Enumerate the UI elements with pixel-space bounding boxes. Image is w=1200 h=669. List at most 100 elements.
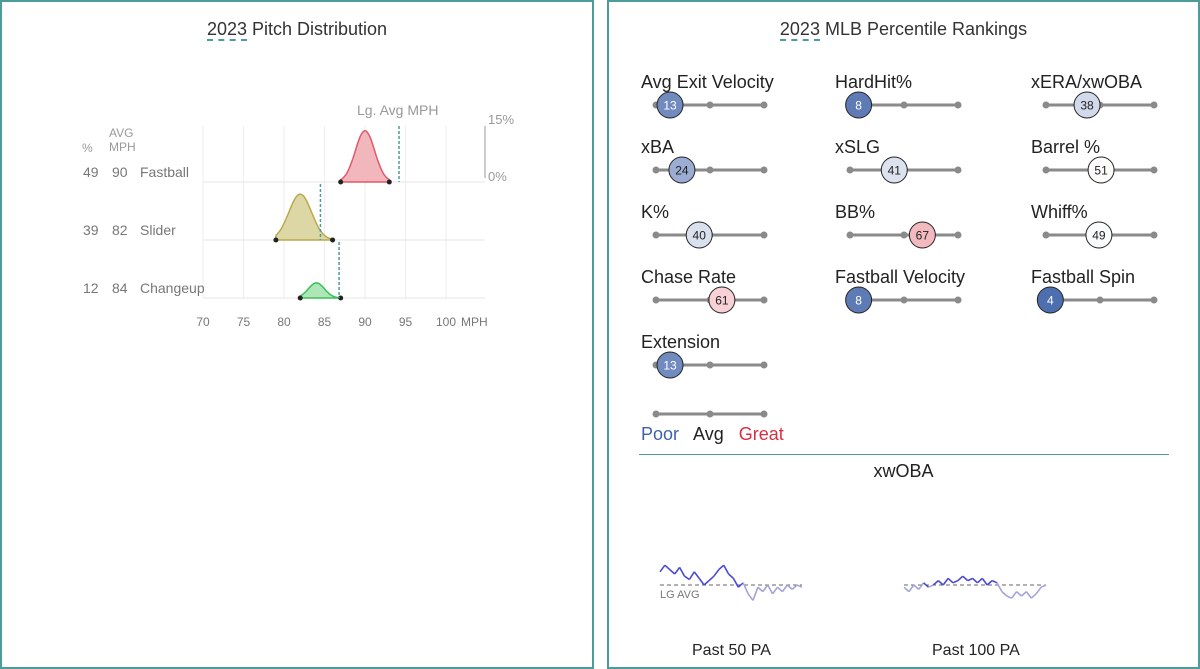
- slider-tick: [706, 410, 714, 418]
- pitch-avg-mph: 82: [112, 222, 128, 238]
- title-year[interactable]: 2023: [779, 19, 820, 41]
- pitch-pct: 39: [83, 222, 99, 238]
- xwoba-segment: [757, 586, 764, 593]
- percentile-marker[interactable]: [845, 286, 873, 314]
- range-max-dot: [386, 179, 392, 185]
- scale-top-label: 15%: [488, 112, 514, 127]
- metric-slider: 49: [1042, 221, 1158, 249]
- metric-label: Chase Rate: [641, 267, 737, 287]
- legend-avg: Avg: [693, 424, 724, 444]
- pitch-distribution-panel: 2023 Pitch Distribution % AVG MPH Lg. Av…: [0, 0, 594, 669]
- xwoba-segment: [976, 577, 983, 584]
- xwoba-segment: [703, 580, 710, 586]
- past-100-label: Past 100 PA: [932, 642, 1020, 659]
- xwoba-segment: [728, 573, 734, 579]
- percentile-value: 67: [916, 229, 930, 243]
- metric-slider: 61: [652, 286, 768, 314]
- xwoba-sparkline: [903, 575, 1047, 599]
- slider-tick: [760, 361, 768, 369]
- xwoba-segment: [723, 564, 730, 575]
- section-divider: [639, 454, 1169, 455]
- xwoba-segment: [1025, 591, 1032, 599]
- slider-tick: [760, 410, 768, 418]
- slider-tick: [652, 296, 660, 304]
- xwoba-segment: [786, 584, 793, 590]
- percentile-rankings-title: 2023 MLB Percentile Rankings: [609, 19, 1198, 41]
- xwoba-segment: [972, 577, 978, 584]
- xwoba-segment: [996, 582, 1003, 592]
- slider-tick: [1042, 231, 1050, 239]
- percentile-marker[interactable]: [708, 286, 736, 314]
- xwoba-segment: [776, 586, 783, 593]
- percentile-marker[interactable]: [656, 351, 684, 379]
- xwoba-segment: [684, 575, 690, 581]
- slider-tick: [954, 101, 962, 109]
- x-tick-label: 70: [196, 315, 210, 329]
- percentile-marker[interactable]: [908, 221, 936, 249]
- percentile-marker[interactable]: [656, 91, 684, 119]
- slider-tick: [846, 166, 854, 174]
- x-tick-label: 95: [399, 315, 413, 329]
- lg-avg-label: LG AVG: [660, 589, 700, 601]
- percentile-marker[interactable]: [845, 91, 873, 119]
- xwoba-segment: [708, 575, 715, 582]
- percentile-value: 40: [693, 229, 707, 243]
- slider-tick: [760, 101, 768, 109]
- metric-label: Avg Exit Velocity: [641, 72, 774, 92]
- percentile-legend: Poor Avg Great: [641, 424, 794, 445]
- xwoba-rolling-chart: LG AVG: [659, 564, 1047, 601]
- metric-slider: 4: [1036, 286, 1158, 314]
- xwoba-segment: [991, 579, 998, 584]
- pitch-row-slider[interactable]: 39 82 Slider: [83, 184, 485, 243]
- xwoba-segment: [752, 586, 759, 601]
- range-max-dot: [330, 237, 336, 243]
- xwoba-segment: [947, 577, 954, 584]
- percentile-marker[interactable]: [880, 156, 908, 184]
- slider-tick: [1150, 166, 1158, 174]
- xwoba-segment: [747, 593, 754, 601]
- title-text: MLB Percentile Rankings: [824, 19, 1028, 39]
- percentile-marker[interactable]: [1085, 221, 1113, 249]
- xwoba-segment: [1035, 586, 1042, 595]
- metric-slider: 67: [846, 221, 962, 249]
- xwoba-segment: [678, 567, 686, 577]
- xwoba-segment: [791, 584, 798, 590]
- xwoba-segment: [713, 569, 720, 577]
- xwoba-segment: [659, 564, 666, 573]
- league-avg-label: Lg. Avg MPH: [357, 102, 438, 118]
- percentile-marker[interactable]: [668, 156, 696, 184]
- metric-slider: 38: [1042, 91, 1158, 119]
- pitch-pct: 49: [83, 164, 99, 180]
- title-year[interactable]: 2023: [206, 19, 247, 41]
- xwoba-segment: [957, 575, 964, 582]
- xwoba-segment: [1016, 591, 1023, 597]
- pitch-distribution-chart: % AVG MPH Lg. Avg MPH 15% 0% MPH 49 90 Fas…: [82, 102, 514, 329]
- percentile-marker[interactable]: [1073, 91, 1101, 119]
- metric-label: xERA/xwOBA: [1031, 72, 1143, 92]
- percentile-value: 41: [888, 164, 902, 178]
- xwoba-segment: [1020, 591, 1027, 597]
- percentile-marker[interactable]: [685, 221, 713, 249]
- legend-poor: Poor: [641, 424, 680, 444]
- header-mph: MPH: [109, 140, 136, 154]
- pitch-row-fastball[interactable]: 49 90 Fastball: [83, 126, 485, 185]
- pitch-avg-mph: 90: [112, 164, 128, 180]
- percentile-marker[interactable]: [1087, 156, 1115, 184]
- pitch-density-curve: [275, 193, 334, 241]
- metric-slider: 24: [652, 156, 768, 184]
- xwoba-segment: [698, 577, 705, 586]
- xwoba-segment: [913, 584, 920, 590]
- xwoba-title: xwOBA: [873, 461, 934, 481]
- pitch-row-changeup[interactable]: 12 84 Changeup: [83, 242, 485, 301]
- metric-label: Barrel %: [1031, 137, 1101, 157]
- xwoba-segment: [928, 584, 934, 588]
- metric-slider: 41: [846, 156, 962, 184]
- slider-tick: [652, 410, 660, 418]
- percentile-value: 49: [1092, 229, 1106, 243]
- xwoba-segment: [737, 582, 744, 588]
- xwoba-segment: [1011, 591, 1018, 599]
- pitch-name: Changeup: [140, 280, 205, 296]
- pitch-density-curve: [339, 129, 391, 183]
- percentile-marker[interactable]: [1036, 286, 1064, 314]
- xwoba-segment: [903, 586, 910, 593]
